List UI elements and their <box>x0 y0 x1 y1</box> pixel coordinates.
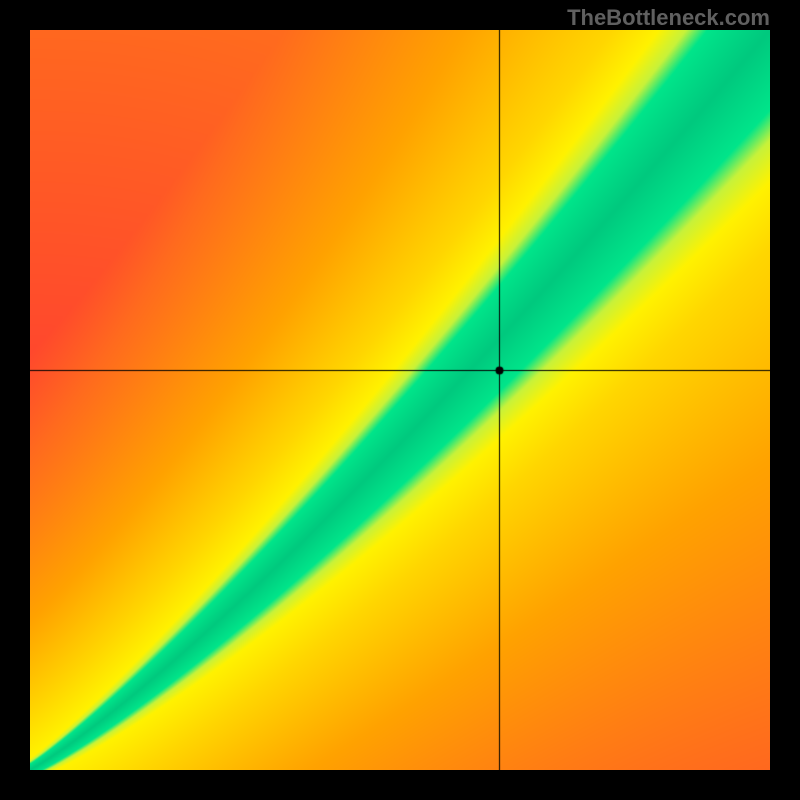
watermark-text: TheBottleneck.com <box>567 5 770 31</box>
chart-container: { "chart": { "type": "heatmap", "canvas_… <box>0 0 800 800</box>
bottleneck-heatmap <box>30 30 770 770</box>
